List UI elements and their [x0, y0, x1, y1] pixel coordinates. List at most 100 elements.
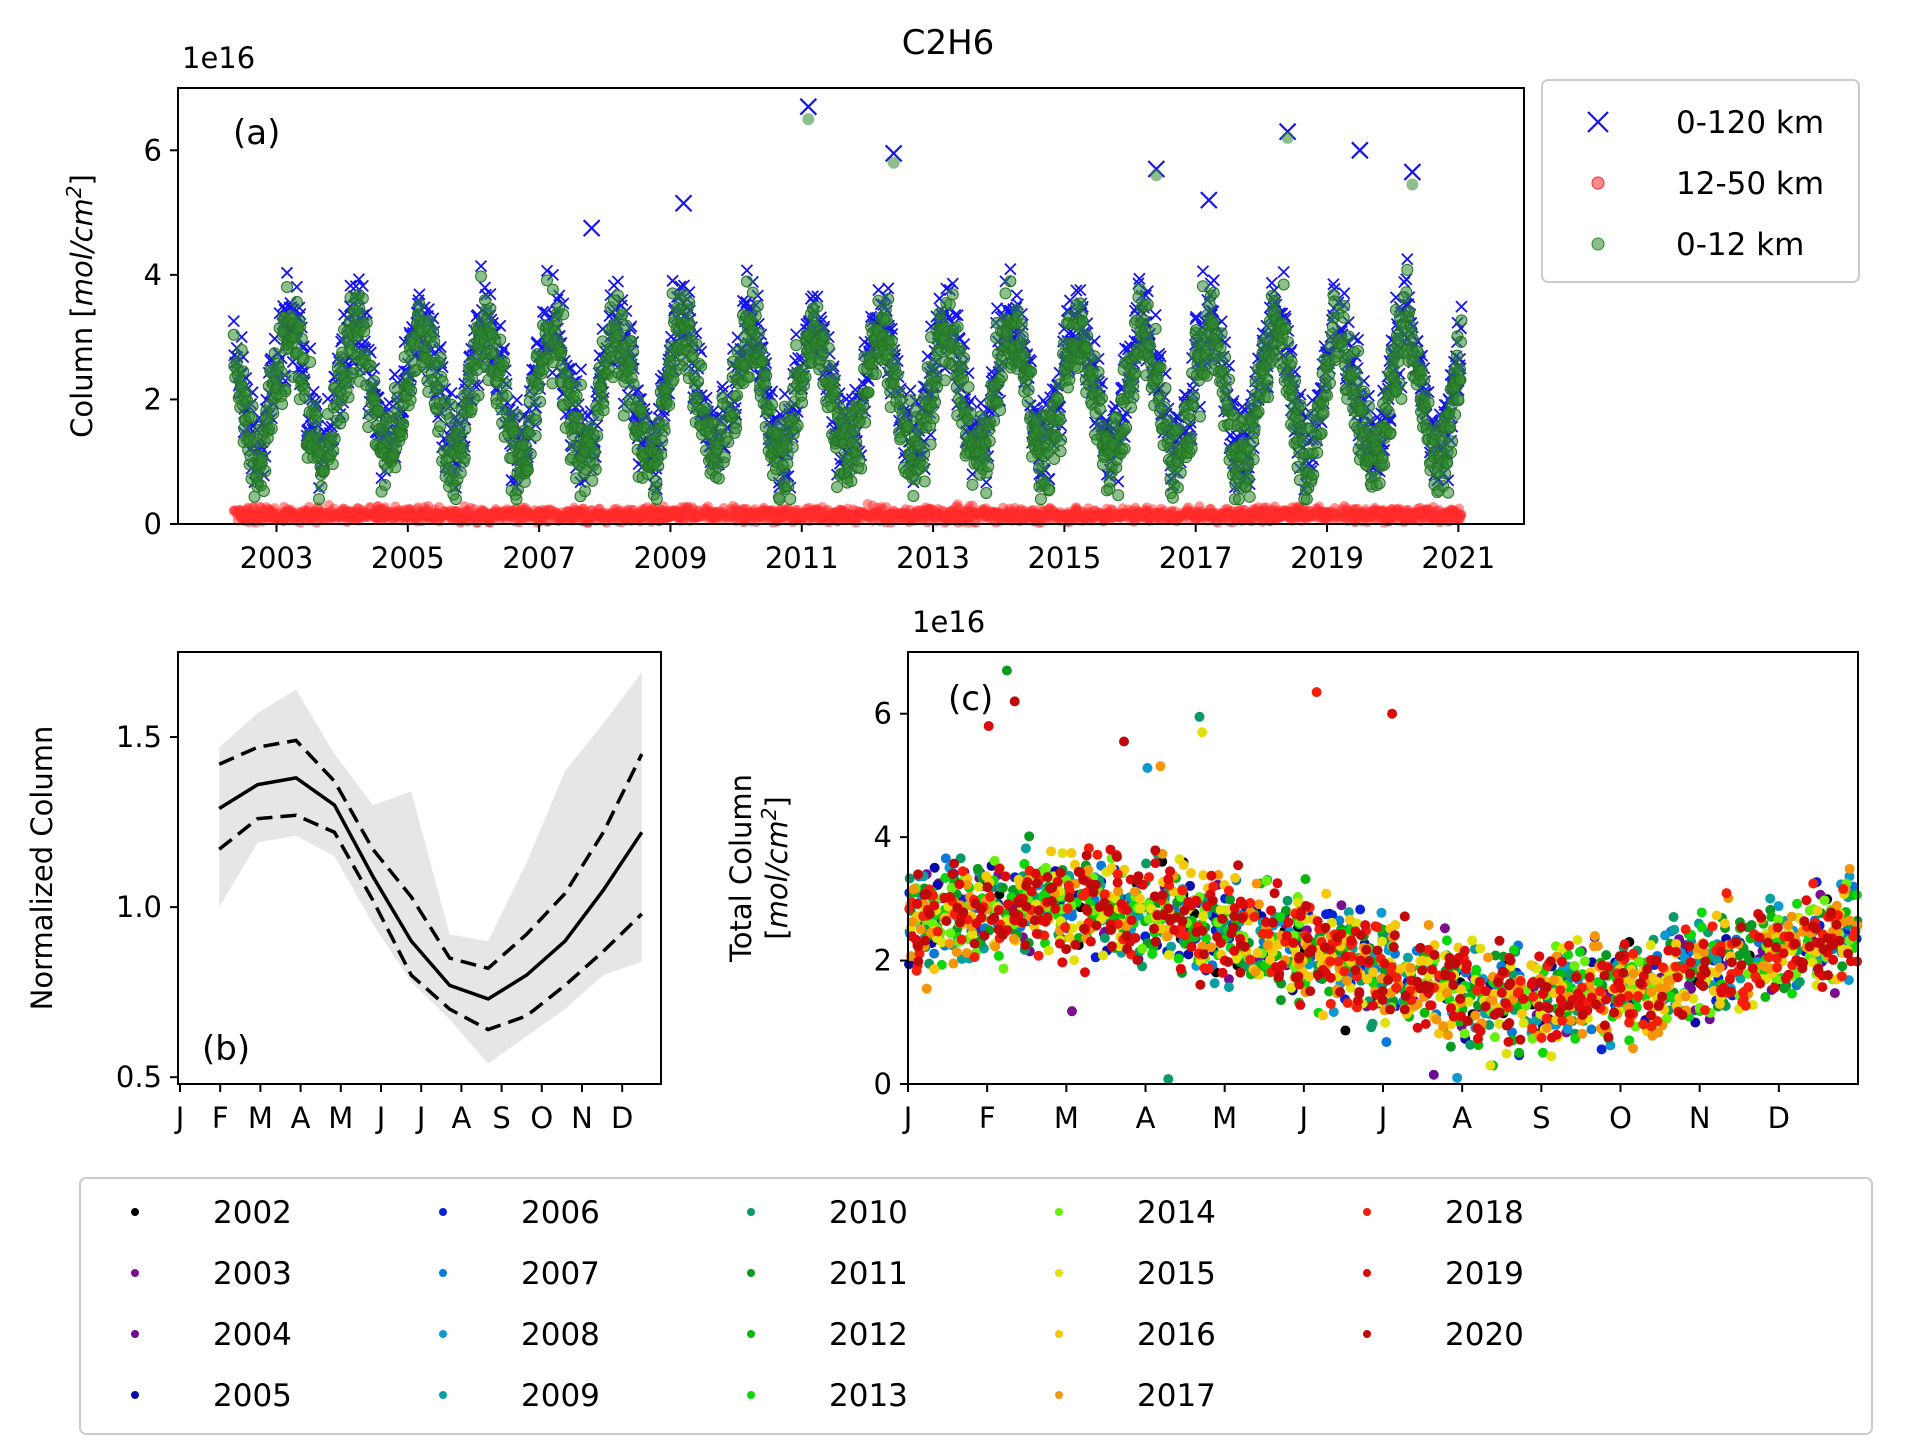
point-0-12km — [494, 333, 507, 346]
point-0-12km — [276, 397, 289, 410]
point-0-12km — [663, 398, 676, 411]
point-0-12km — [227, 328, 240, 341]
point-0-12km — [328, 432, 341, 445]
point-0-12km — [529, 429, 542, 442]
point-0-12km — [740, 275, 753, 288]
figure-title: C2H6 — [902, 23, 995, 63]
point-0-120km — [1149, 308, 1162, 322]
point-0-12km — [627, 378, 640, 391]
point-0-120km — [1401, 253, 1414, 266]
point-0-120km — [882, 282, 895, 295]
point-0-12km — [565, 377, 578, 390]
point-0-12km — [256, 451, 269, 464]
point-0-12km — [465, 403, 478, 416]
point-0-12km — [458, 452, 471, 465]
point-0-12km — [326, 458, 339, 471]
point-0-120km — [510, 393, 524, 407]
point-0-120km — [388, 368, 401, 381]
point-0-120km — [666, 274, 679, 287]
point-0-120km — [716, 380, 729, 393]
point-0-12km — [268, 347, 281, 360]
point-0-12km — [294, 320, 307, 333]
point-0-12km — [246, 400, 259, 413]
point-0-12km — [396, 429, 409, 442]
point-0-12km — [760, 369, 773, 382]
point-0-12km — [611, 289, 624, 302]
point-0-12km — [280, 281, 293, 294]
point-0-12km — [265, 422, 278, 435]
point-0-12km — [364, 359, 377, 372]
point-0-12km — [534, 395, 547, 408]
point-0-12km — [310, 410, 323, 423]
point-0-12km — [756, 355, 769, 368]
point-0-12km — [557, 308, 570, 321]
point-0-12km — [532, 378, 545, 391]
point-0-12km — [683, 296, 696, 309]
point-0-12km — [279, 385, 292, 398]
point-0-12km — [749, 309, 762, 322]
point-0-120km — [540, 264, 554, 277]
point-0-12km — [275, 366, 288, 379]
point-0-12km — [378, 478, 391, 491]
point-0-12km — [555, 346, 568, 359]
point-0-12km — [436, 375, 449, 388]
point-0-12km — [650, 493, 663, 506]
point-0-120km — [304, 342, 317, 355]
point-0-12km — [652, 460, 665, 473]
point-0-12km — [454, 466, 467, 479]
point-0-120km — [474, 260, 488, 273]
point-0-12km — [700, 402, 713, 415]
point-0-12km — [730, 422, 743, 435]
point-0-12km — [570, 389, 583, 402]
point-0-12km — [616, 308, 629, 321]
point-0-12km — [695, 360, 708, 373]
point-0-12km — [589, 463, 602, 476]
point-0-12km — [746, 286, 759, 299]
point-0-12km — [690, 337, 703, 350]
point-0-12km — [692, 375, 705, 388]
point-0-12km — [405, 384, 418, 397]
point-0-120km — [611, 275, 625, 288]
point-0-12km — [742, 371, 755, 384]
point-0-12km — [313, 493, 326, 506]
point-0-12km — [591, 429, 604, 442]
point-0-12km — [459, 423, 472, 436]
point-0-12km — [712, 472, 725, 485]
point-0-12km — [342, 391, 355, 404]
point-0-120km — [1004, 262, 1017, 276]
point-0-12km — [731, 389, 744, 402]
point-0-12km — [368, 375, 381, 388]
point-0-12km — [315, 480, 328, 493]
outlier-0-120km — [1403, 163, 1422, 181]
point-0-12km — [327, 444, 340, 457]
point-0-12km — [524, 447, 537, 460]
point-0-12km — [356, 292, 369, 305]
point-0-120km — [280, 266, 294, 279]
point-0-12km — [612, 329, 625, 342]
point-0-120km — [740, 264, 754, 277]
point-0-120km — [539, 306, 553, 319]
point-0-120km — [290, 280, 303, 294]
point-0-120km — [413, 288, 426, 301]
point-0-12km — [360, 316, 373, 329]
point-0-120km — [344, 279, 357, 292]
point-0-12km — [656, 434, 669, 447]
point-0-12km — [625, 334, 638, 347]
point-0-12km — [488, 346, 501, 359]
point-0-120km — [352, 273, 366, 286]
point-0-12km — [427, 325, 440, 338]
point-0-12km — [655, 448, 668, 461]
point-0-120km — [1455, 300, 1468, 313]
point-0-12km — [353, 302, 366, 315]
outlier-0-120km — [1351, 141, 1369, 160]
point-0-12km — [298, 390, 311, 403]
outlier-0-120km — [1200, 191, 1218, 209]
point-0-12km — [537, 363, 550, 376]
point-0-12km — [267, 407, 280, 420]
point-0-12km — [259, 465, 272, 478]
point-0-12km — [586, 474, 599, 487]
point-0-120km — [1196, 265, 1210, 278]
point-0-12km — [484, 302, 497, 315]
point-12-50km — [1456, 509, 1467, 520]
